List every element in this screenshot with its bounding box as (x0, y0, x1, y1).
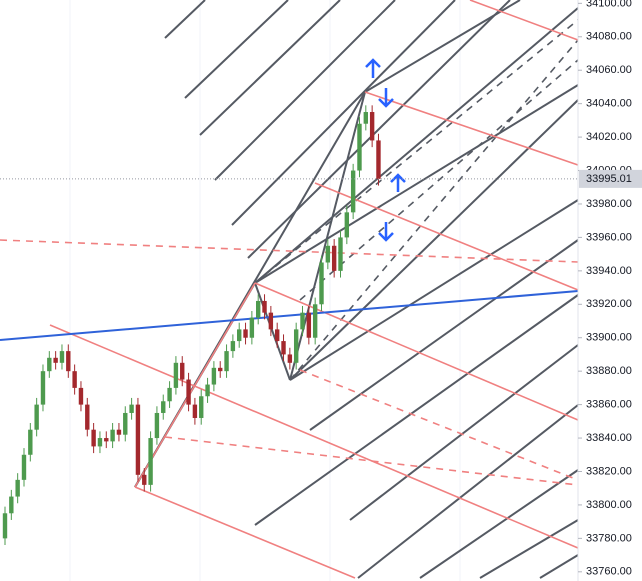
y-tick-label: 34060.00 (586, 64, 632, 76)
candle-body (268, 312, 274, 330)
candle-body (338, 237, 343, 271)
candle-body (9, 496, 14, 514)
candle-body (116, 429, 122, 435)
y-tick-label: 34040.00 (586, 98, 632, 110)
y-tick-label: 34080.00 (586, 31, 632, 43)
candle-body (211, 367, 217, 385)
candle-body (237, 329, 242, 342)
candle-body (15, 479, 20, 497)
candle-body (135, 404, 141, 475)
candle-body (224, 351, 229, 372)
candle-body (312, 304, 318, 338)
candle-body (256, 300, 261, 318)
candle-body (2, 513, 8, 539)
candle-body (199, 396, 204, 418)
y-tick-label: 33760.00 (586, 566, 632, 578)
candle-body (34, 404, 39, 430)
candle-body (274, 329, 280, 342)
candle-body (91, 429, 96, 447)
y-tick-label: 33860.00 (586, 399, 632, 411)
candle-body (287, 354, 293, 363)
arrows (365, 58, 406, 242)
candle-body (192, 404, 198, 418)
candle-body (21, 454, 27, 480)
candle-body (300, 312, 305, 330)
candle-body (28, 429, 33, 455)
candle-body (249, 317, 255, 338)
candle-body (173, 362, 179, 388)
candle-body (148, 438, 153, 485)
candle-body (142, 474, 147, 485)
y-tick-label: 33840.00 (586, 432, 632, 444)
candles (2, 105, 381, 546)
candle-body (325, 245, 331, 263)
y-tick-label: 34020.00 (586, 131, 632, 143)
y-tick-label: 33960.00 (586, 231, 632, 243)
y-tick-label: 33800.00 (586, 499, 632, 511)
candle-body (205, 384, 210, 397)
candle-body (129, 404, 134, 413)
candle-body (293, 329, 299, 363)
candle-body (243, 329, 248, 338)
candle-body (357, 123, 362, 171)
y-tick-label: 33980.00 (586, 198, 632, 210)
candle-body (262, 300, 267, 313)
candle-body (59, 351, 65, 363)
plot-bg (0, 0, 578, 581)
candle-body (40, 371, 46, 405)
candle-body (154, 412, 160, 439)
candle-body (78, 387, 84, 405)
price-label-bg (579, 169, 642, 188)
y-tick-label: 33880.00 (586, 365, 632, 377)
candle-body (331, 245, 337, 271)
candle-body (376, 140, 381, 179)
candle-body (85, 404, 90, 430)
channel-lines (0, 0, 579, 579)
y-tick-label: 33900.00 (586, 332, 632, 344)
candle-body (369, 112, 375, 141)
candle-body (319, 262, 324, 305)
drawings (0, 0, 579, 581)
candle-body (110, 429, 115, 442)
y-tick-label: 34100.00 (586, 0, 632, 9)
trend-line (0, 290, 579, 341)
candle-body (344, 212, 350, 238)
candle-body (123, 412, 128, 435)
candle-body (161, 401, 166, 413)
y-tick-label: 33820.00 (586, 465, 632, 477)
candle-body (72, 371, 77, 388)
candle-body (104, 438, 109, 442)
candle-body (363, 112, 369, 124)
candle-body (180, 362, 185, 380)
candle-body (53, 357, 58, 363)
y-tick-label: 33920.00 (586, 298, 632, 310)
candle-body (47, 357, 52, 372)
candle-body (281, 341, 286, 355)
price-label: 33995.01 (586, 173, 632, 185)
candle-body (66, 351, 71, 372)
y-tick-label: 33780.00 (586, 532, 632, 544)
candle-body (218, 367, 223, 372)
y-tick-label: 33940.00 (586, 265, 632, 277)
candle-body (167, 387, 172, 402)
candle-body (186, 379, 191, 405)
candle-body (306, 312, 312, 338)
candle-body (230, 341, 236, 352)
candle-body (97, 438, 103, 447)
candle-body (350, 170, 356, 213)
